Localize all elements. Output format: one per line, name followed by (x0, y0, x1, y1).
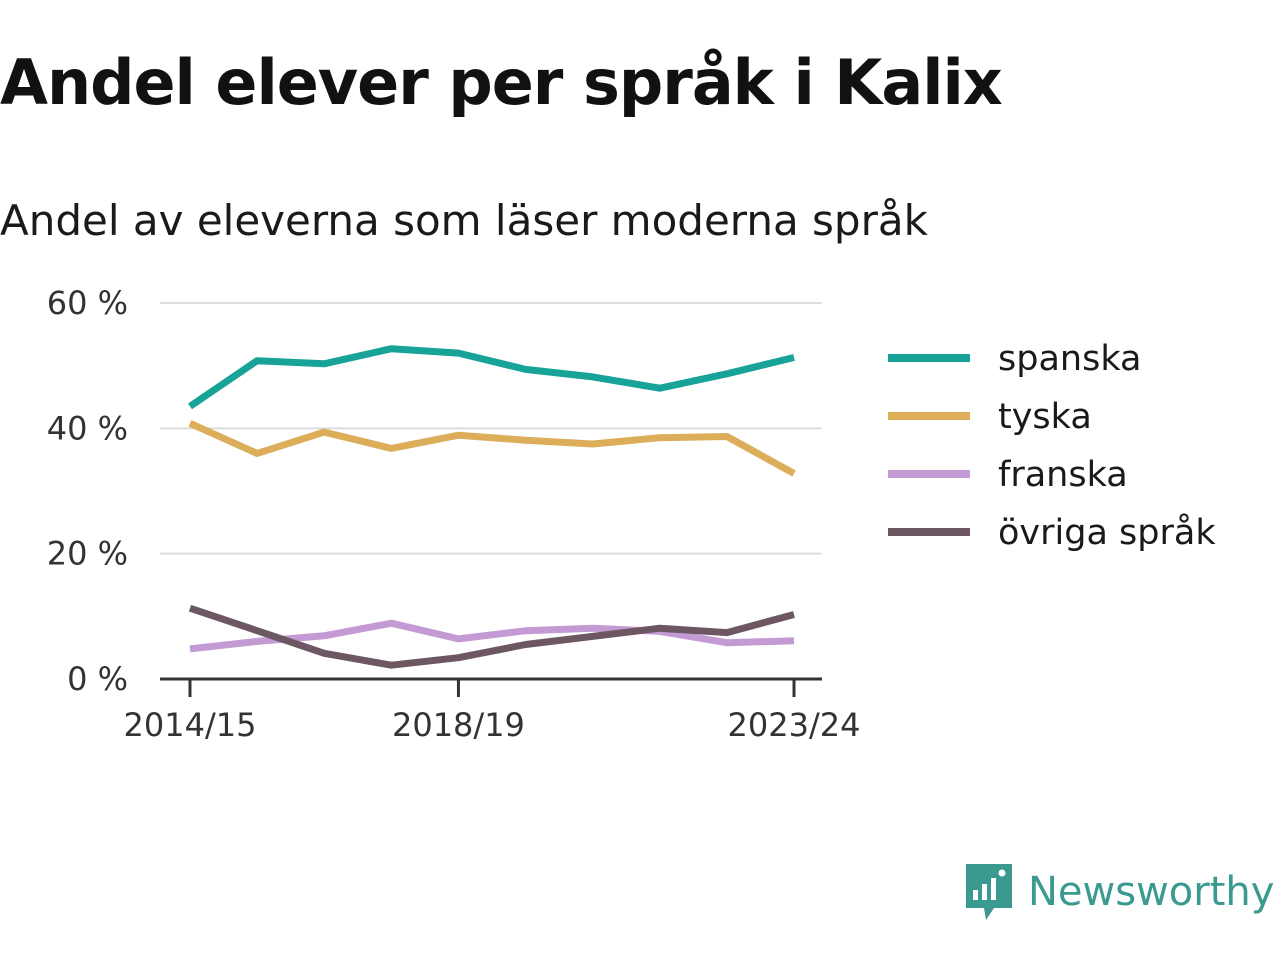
gridlines (160, 302, 822, 555)
y-tick-label: 0 % (67, 660, 128, 698)
y-tick-label: 20 % (47, 535, 128, 573)
legend-label: franska (998, 455, 1128, 495)
series-line-0 (188, 345, 795, 410)
y-tick-label: 40 % (47, 409, 128, 447)
x-tick-label: 2014/15 (124, 706, 257, 744)
x-tick-label: 2018/19 (392, 706, 525, 744)
y-axis-labels: 60 % 40 % 20 % 0 % (47, 284, 128, 698)
newsworthy-logo-icon (966, 864, 1012, 920)
chart-title: Andel elever per språk i Kalix (0, 46, 1003, 119)
y-tick-label: 60 % (47, 284, 128, 322)
series-line-1 (188, 420, 796, 477)
brand-logo[interactable]: Newsworthy (964, 862, 1274, 922)
legend-label: tyska (998, 397, 1092, 437)
brand-name: Newsworthy (1028, 869, 1275, 915)
series-line-3 (188, 604, 795, 669)
series-lines (188, 345, 796, 669)
x-axis: 2014/15 2018/19 2023/24 (124, 677, 861, 744)
legend: spanska tyska franska övriga språk (888, 339, 1216, 553)
x-tick-label: 2023/24 (728, 706, 861, 744)
chart-subtitle: Andel av eleverna som läser moderna språ… (0, 196, 928, 245)
legend-label: spanska (998, 339, 1141, 379)
legend-label: övriga språk (998, 512, 1216, 553)
